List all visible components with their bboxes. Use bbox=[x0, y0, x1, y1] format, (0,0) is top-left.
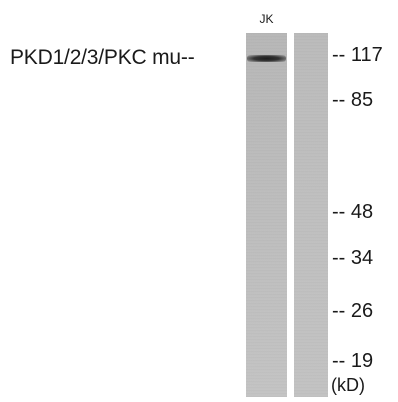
marker-26: -- 26 bbox=[332, 300, 374, 322]
protein-band bbox=[247, 55, 286, 62]
marker-34: -- 34 bbox=[332, 247, 374, 269]
marker-85: -- 85 bbox=[332, 89, 374, 111]
blot-lane-sample bbox=[246, 33, 287, 397]
marker-48: -- 48 bbox=[332, 201, 374, 223]
marker-19: -- 19 bbox=[332, 350, 374, 372]
protein-label: PKD1/2/3/PKC mu-- bbox=[10, 46, 195, 69]
unit-label: (kD) bbox=[331, 375, 365, 395]
marker-117: -- 117 bbox=[332, 44, 383, 66]
lane-label-jk: JK bbox=[259, 12, 274, 26]
blot-lane-control bbox=[294, 33, 328, 397]
